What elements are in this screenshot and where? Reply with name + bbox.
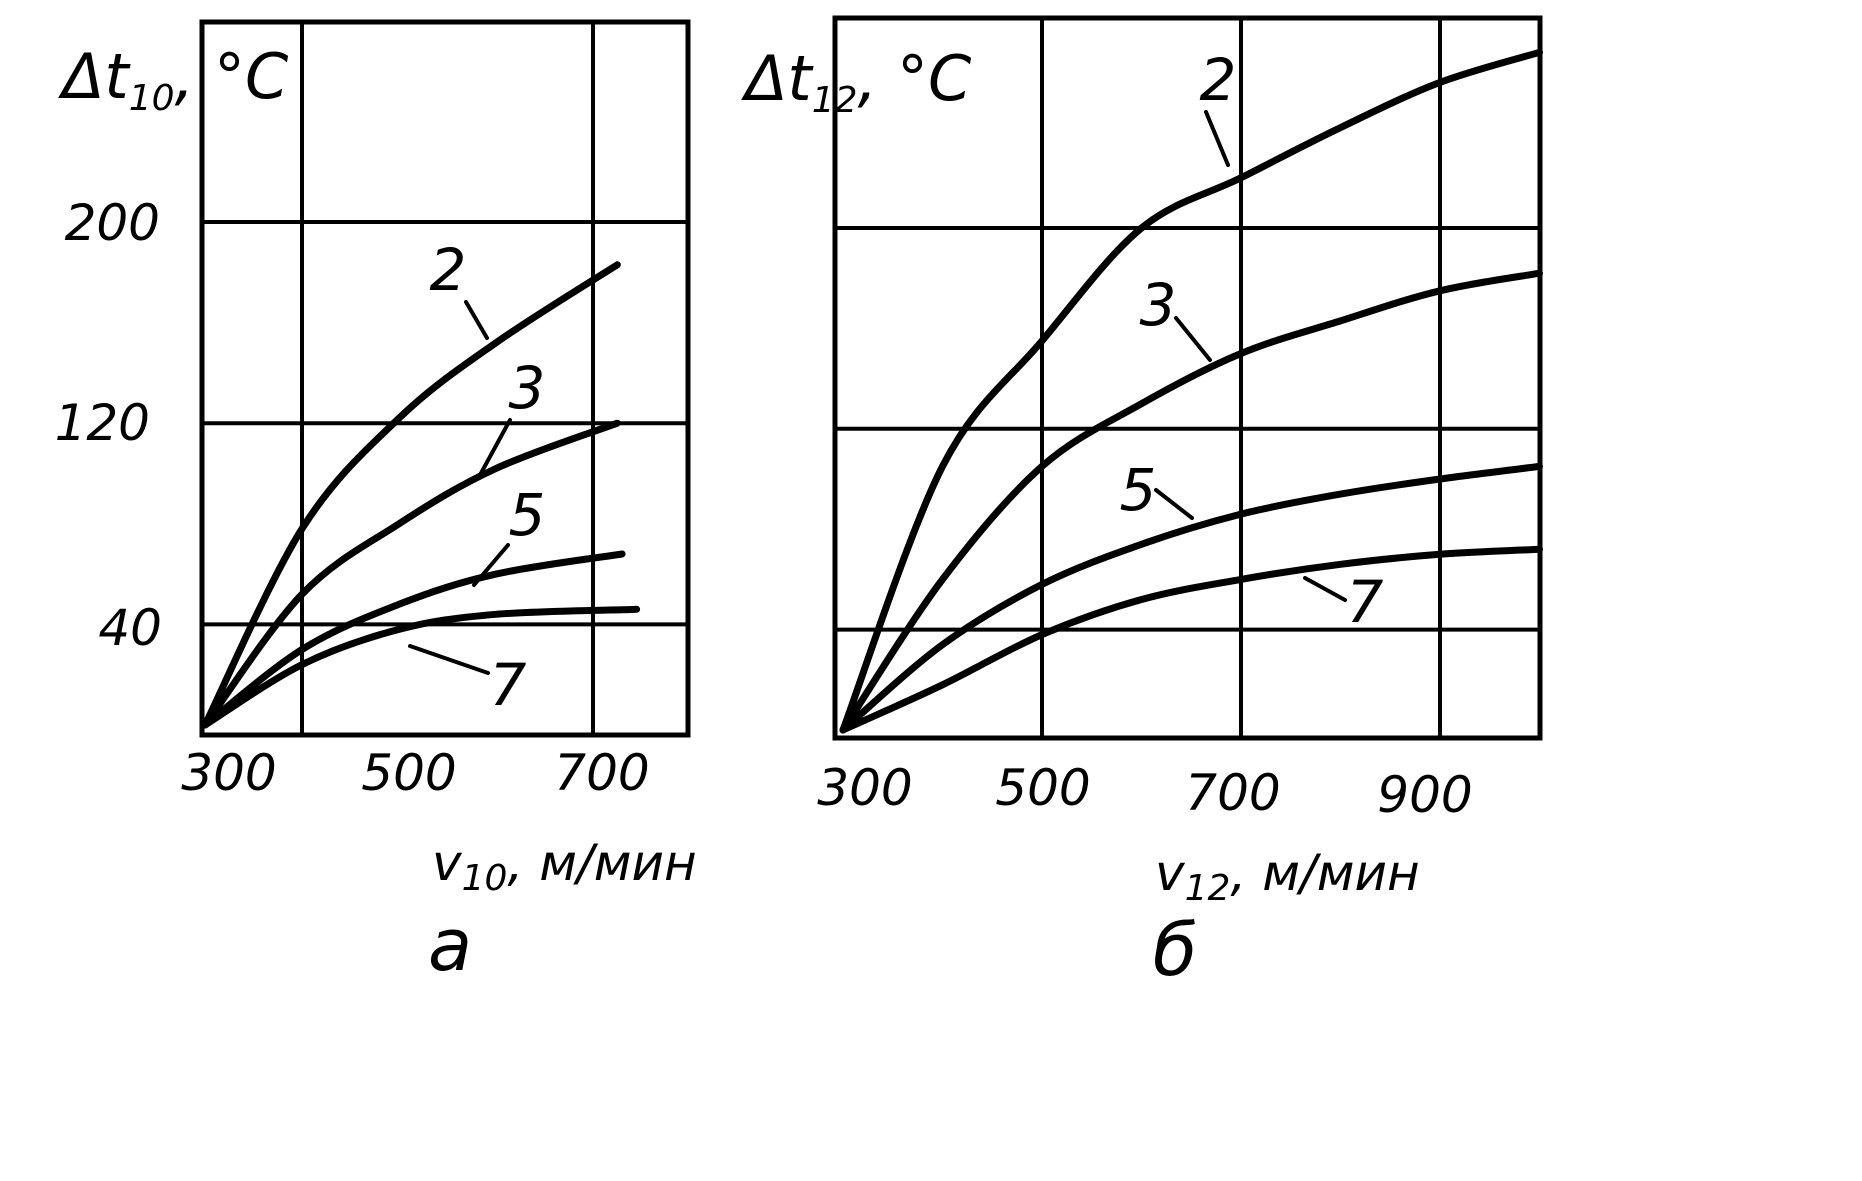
series-line-3 — [201, 419, 621, 729]
series-leader-2 — [464, 300, 489, 340]
series-label-2: 2 — [1200, 46, 1237, 114]
series-line-2 — [201, 261, 621, 729]
x-tick-label: 500 — [361, 744, 456, 802]
series-label-5: 5 — [1120, 456, 1157, 524]
x-tick-label: 300 — [181, 744, 276, 802]
series-label-7: 7 — [490, 651, 527, 719]
series-label-2: 2 — [430, 236, 467, 304]
y-axis-label: Δt10, °C — [58, 40, 289, 119]
y-tick-label: 120 — [55, 394, 150, 452]
series-leader-2 — [1204, 110, 1230, 167]
series-line-7 — [839, 545, 1543, 734]
series-leader-7 — [408, 644, 490, 675]
panel-label: б — [1153, 908, 1197, 992]
series-label-3: 3 — [509, 354, 546, 422]
x-axis-label: v12, м/мин — [1155, 844, 1420, 909]
series-leader-7 — [1303, 576, 1347, 602]
y-tick-label: 200 — [65, 194, 160, 252]
series-line-5 — [201, 550, 626, 729]
y-tick-label: 40 — [98, 599, 162, 657]
x-tick-label: 700 — [554, 744, 649, 802]
series-line-2 — [839, 48, 1543, 734]
x-tick-label: 300 — [817, 759, 912, 817]
series-line-5 — [839, 462, 1543, 734]
series-line-7 — [201, 605, 641, 729]
x-axis-label: v10, м/мин — [432, 834, 697, 899]
series-line-3 — [839, 269, 1543, 734]
series-label-7: 7 — [1347, 568, 1384, 636]
series-leader-3 — [1174, 316, 1212, 362]
x-tick-label: 900 — [1377, 766, 1472, 824]
x-tick-label: 700 — [1185, 764, 1280, 822]
plot-frame — [832, 15, 1543, 741]
y-axis-label: Δt12, °C — [741, 42, 972, 121]
series-leader-5 — [472, 543, 510, 587]
series-label-5: 5 — [509, 481, 546, 549]
x-tick-label: 500 — [995, 759, 1090, 817]
plot-frame — [199, 19, 691, 738]
panel-label: a — [428, 903, 472, 987]
series-label-3: 3 — [1140, 271, 1177, 339]
series-leader-3 — [478, 418, 512, 477]
series-leader-5 — [1154, 488, 1194, 520]
